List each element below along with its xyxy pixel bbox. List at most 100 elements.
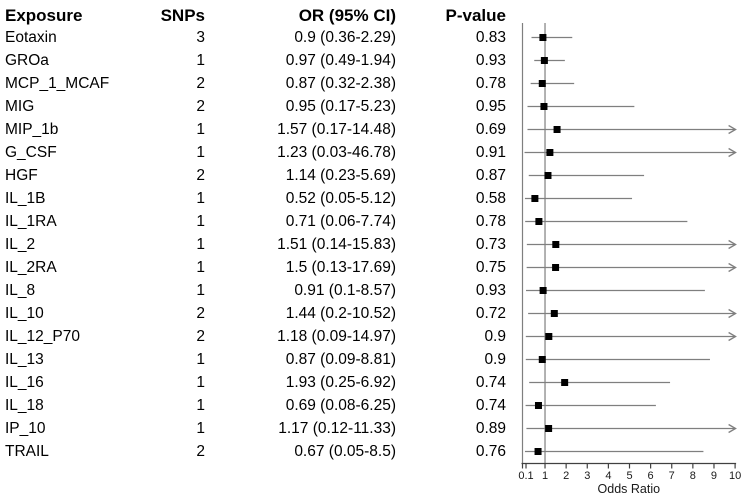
or-ci-value: 1.44 (0.2-10.52) xyxy=(285,305,396,322)
or-marker xyxy=(531,195,539,202)
snps-value: 1 xyxy=(196,420,205,437)
snps-value: 1 xyxy=(196,121,205,138)
or-ci-value: 1.23 (0.03-46.78) xyxy=(277,144,396,161)
exposure-label: IL_18 xyxy=(5,397,44,414)
snps-value: 2 xyxy=(196,75,205,92)
snps-value: 3 xyxy=(196,29,205,46)
snps-value: 1 xyxy=(196,144,205,161)
exposure-label: IL_2 xyxy=(5,236,36,253)
table-rows: Eotaxin 3 0.9 (0.36-2.29) 0.83 GROa 1 0.… xyxy=(5,26,506,463)
exposure-label: MCP_1_MCAF xyxy=(5,75,110,92)
table-row: G_CSF 1 1.23 (0.03-46.78) 0.91 xyxy=(5,141,506,164)
p-value: 0.9 xyxy=(484,351,506,368)
or-ci-value: 0.87 (0.09-8.81) xyxy=(285,351,396,368)
table-row: TRAIL 2 0.67 (0.05-8.5) 0.76 xyxy=(5,440,506,463)
axis-tick-label: 4 xyxy=(605,470,611,482)
or-marker xyxy=(539,34,547,41)
or-ci-value: 0.71 (0.06-7.74) xyxy=(285,213,396,230)
exposure-label: Eotaxin xyxy=(5,29,57,46)
clip-arrow-icon xyxy=(728,239,737,250)
table-row: GROa 1 0.97 (0.49-1.94) 0.93 xyxy=(5,49,506,72)
snps-value: 1 xyxy=(196,52,205,69)
or-ci-value: 1.5 (0.13-17.69) xyxy=(285,259,396,276)
p-value: 0.9 xyxy=(484,328,506,345)
col-header-or-ci: OR (95% CI) xyxy=(298,6,396,25)
table-row: IL_2RA 1 1.5 (0.13-17.69) 0.75 xyxy=(5,256,506,279)
or-marker xyxy=(561,379,569,386)
or-marker xyxy=(546,149,554,156)
or-ci-value: 1.18 (0.09-14.97) xyxy=(277,328,396,345)
or-marker xyxy=(545,333,553,340)
p-value: 0.95 xyxy=(475,98,506,115)
table-row: IL_13 1 0.87 (0.09-8.81) 0.9 xyxy=(5,348,506,371)
table-row: IL_10 2 1.44 (0.2-10.52) 0.72 xyxy=(5,302,506,325)
table-row: MIG 2 0.95 (0.17-5.23) 0.95 xyxy=(5,95,506,118)
or-ci-value: 1.93 (0.25-6.92) xyxy=(285,374,396,391)
table-row: IL_12_P70 2 1.18 (0.09-14.97) 0.9 xyxy=(5,325,506,348)
snps-value: 1 xyxy=(196,213,205,230)
table-row: IL_8 1 0.91 (0.1-8.57) 0.93 xyxy=(5,279,506,302)
p-value: 0.93 xyxy=(475,282,506,299)
axis-tick-label: 3 xyxy=(584,470,590,482)
or-ci-value: 0.69 (0.08-6.25) xyxy=(285,397,396,414)
exposure-label: IL_8 xyxy=(5,282,36,299)
or-marker xyxy=(552,264,560,271)
clip-arrow-icon xyxy=(728,262,737,273)
or-ci-value: 0.9 (0.36-2.29) xyxy=(294,29,396,46)
axis-tick-label: 8 xyxy=(690,470,696,482)
axis-tick-label: 6 xyxy=(648,470,654,482)
snps-value: 2 xyxy=(196,443,205,460)
exposure-label: GROa xyxy=(5,52,49,69)
clip-arrow-icon xyxy=(728,423,737,434)
p-value: 0.78 xyxy=(475,75,506,92)
axis-tick-label: 9 xyxy=(711,470,717,482)
col-header-p-value: P-value xyxy=(445,6,506,25)
table-header: Exposure SNPs OR (95% CI) P-value xyxy=(5,5,506,26)
table-row: IL_16 1 1.93 (0.25-6.92) 0.74 xyxy=(5,371,506,394)
exposure-label: MIG xyxy=(5,98,35,115)
exposure-label: G_CSF xyxy=(5,144,57,161)
p-value: 0.87 xyxy=(475,167,506,184)
or-ci-value: 1.51 (0.14-15.83) xyxy=(277,236,396,253)
exposure-label: IL_10 xyxy=(5,305,44,322)
p-value: 0.93 xyxy=(475,52,506,69)
or-ci-value: 0.87 (0.32-2.38) xyxy=(285,75,396,92)
clip-arrow-icon xyxy=(728,331,737,342)
clip-arrow-icon xyxy=(728,308,737,319)
or-marker xyxy=(545,425,553,432)
exposure-label: IL_16 xyxy=(5,374,44,391)
or-ci-value: 1.57 (0.17-14.48) xyxy=(277,121,396,138)
p-value: 0.89 xyxy=(475,420,506,437)
or-ci-value: 0.67 (0.05-8.5) xyxy=(294,443,396,460)
snps-value: 1 xyxy=(196,282,205,299)
snps-value: 2 xyxy=(196,98,205,115)
p-value: 0.72 xyxy=(475,305,506,322)
table-row: IL_2 1 1.51 (0.14-15.83) 0.73 xyxy=(5,233,506,256)
snps-value: 1 xyxy=(196,351,205,368)
exposure-label: MIP_1b xyxy=(5,121,59,138)
x-axis-title: Odds Ratio xyxy=(598,482,661,496)
axis-tick-label: 7 xyxy=(669,470,675,482)
p-value: 0.83 xyxy=(475,29,506,46)
or-ci-value: 1.17 (0.12-11.33) xyxy=(278,420,396,437)
p-value: 0.78 xyxy=(475,213,506,230)
or-marker xyxy=(538,356,546,363)
clip-arrow-icon xyxy=(728,147,737,158)
table-row: HGF 2 1.14 (0.23-5.69) 0.87 xyxy=(5,164,506,187)
snps-value: 1 xyxy=(196,259,205,276)
snps-value: 2 xyxy=(196,167,205,184)
or-ci-value: 0.52 (0.05-5.12) xyxy=(285,190,396,207)
snps-value: 2 xyxy=(196,328,205,345)
p-value: 0.69 xyxy=(475,121,506,138)
p-value: 0.91 xyxy=(475,144,506,161)
exposure-label: IL_12_P70 xyxy=(5,328,80,345)
or-marker xyxy=(552,241,560,248)
exposure-label: IL_1RA xyxy=(5,213,57,230)
or-marker xyxy=(550,310,558,317)
p-value: 0.76 xyxy=(475,443,506,460)
or-marker xyxy=(540,103,548,110)
table-row: IL_18 1 0.69 (0.08-6.25) 0.74 xyxy=(5,394,506,417)
p-value: 0.58 xyxy=(475,190,506,207)
or-ci-value: 1.14 (0.23-5.69) xyxy=(285,167,396,184)
or-ci-value: 0.91 (0.1-8.57) xyxy=(294,282,396,299)
